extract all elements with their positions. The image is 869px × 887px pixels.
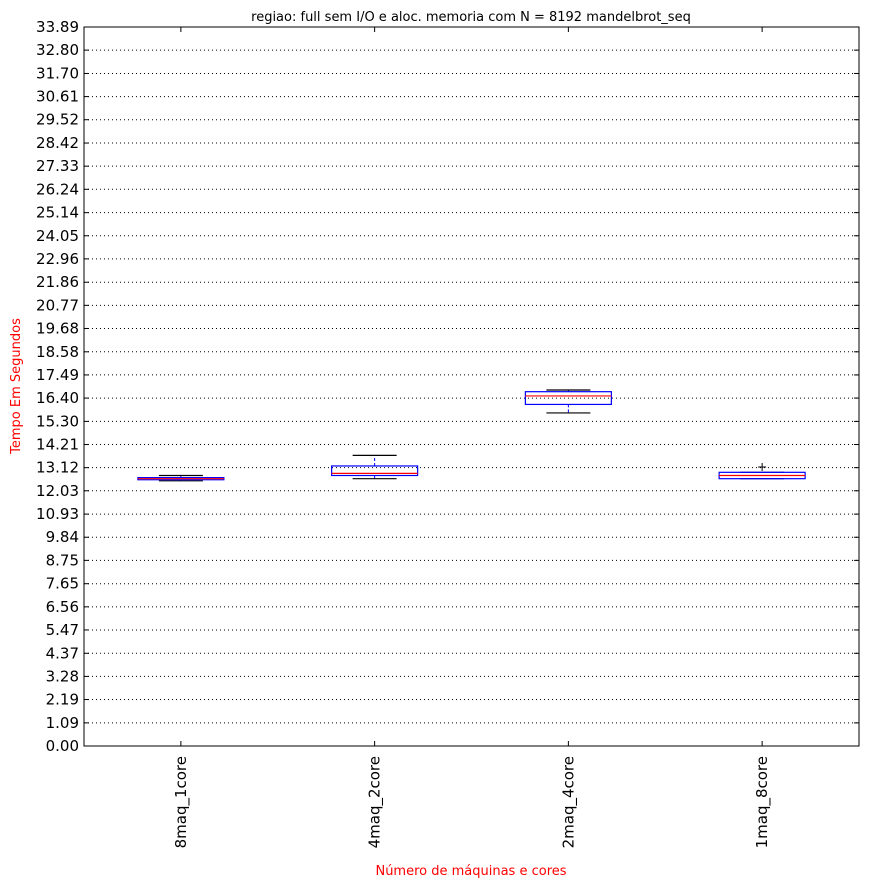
y-tick-label: 9.84 <box>46 528 79 546</box>
box-8maq_1core <box>137 474 225 482</box>
y-tick-label: 30.61 <box>36 88 79 106</box>
y-tick-label: 12.03 <box>36 482 79 500</box>
y-tick-label: 29.52 <box>36 111 79 129</box>
y-axis-label: Tempo Em Segundos <box>9 318 24 455</box>
y-tick-label: 4.37 <box>46 644 79 662</box>
x-tick-label: 1maq_8core <box>753 756 772 848</box>
y-tick-label: 15.30 <box>36 412 79 430</box>
y-tick-label: 1.09 <box>46 714 79 732</box>
y-tick-label: 6.56 <box>46 598 79 616</box>
y-tick-label: 3.28 <box>46 667 79 685</box>
y-tick-label: 32.80 <box>36 41 79 59</box>
y-tick-label: 8.75 <box>46 551 79 569</box>
box-iqr <box>524 391 612 406</box>
y-tick-label: 22.96 <box>36 250 79 268</box>
plot-frame <box>83 26 860 747</box>
y-tick-label: 21.86 <box>36 273 79 291</box>
y-tick-label: 26.24 <box>36 180 79 198</box>
y-tick-label: 33.89 <box>36 18 79 36</box>
x-tick-label: 4maq_2core <box>366 756 385 848</box>
y-tick-label: 20.77 <box>36 296 79 314</box>
y-axis: 0.00 1.09 2.19 3.28 4.37 5.47 6.56 7.65 8.75 9.84… <box>36 18 859 755</box>
box-1maq_8core <box>718 463 806 480</box>
y-tick-label: 14.21 <box>36 436 79 454</box>
box-series <box>137 389 806 482</box>
x-tick-label: 2maq_4core <box>559 756 578 848</box>
x-axis-label: Número de máquinas e cores <box>375 864 566 879</box>
y-tick-label: 27.33 <box>36 157 79 175</box>
chart-title: regiao: full sem I/O e aloc. memoria com… <box>251 10 691 25</box>
y-tick-label: 16.40 <box>36 389 79 407</box>
y-tick-label: 18.58 <box>36 343 79 361</box>
grid-lines <box>84 49 859 724</box>
x-tick-label: 8maq_1core <box>172 756 191 848</box>
y-tick-label: 13.12 <box>36 459 79 477</box>
y-tick-label: 5.47 <box>46 621 79 639</box>
flier-point <box>758 463 767 472</box>
box-2maq_4core <box>524 389 612 414</box>
y-tick-label: 10.93 <box>36 505 79 523</box>
box-iqr <box>331 465 419 477</box>
y-tick-label: 0.00 <box>46 737 79 755</box>
y-tick-label: 19.68 <box>36 319 79 337</box>
y-tick-label: 24.05 <box>36 227 79 245</box>
y-tick-label: 25.14 <box>36 204 79 222</box>
y-tick-label: 7.65 <box>46 575 79 593</box>
y-tick-label: 31.70 <box>36 64 79 82</box>
x-axis: 8maq_1core 4maq_2core 2maq_4core 1maq_8core <box>172 27 772 848</box>
box-4maq_2core <box>331 454 419 480</box>
y-tick-label: 2.19 <box>46 691 79 709</box>
y-tick-label: 28.42 <box>36 134 79 152</box>
y-tick-label: 17.49 <box>36 366 79 384</box>
